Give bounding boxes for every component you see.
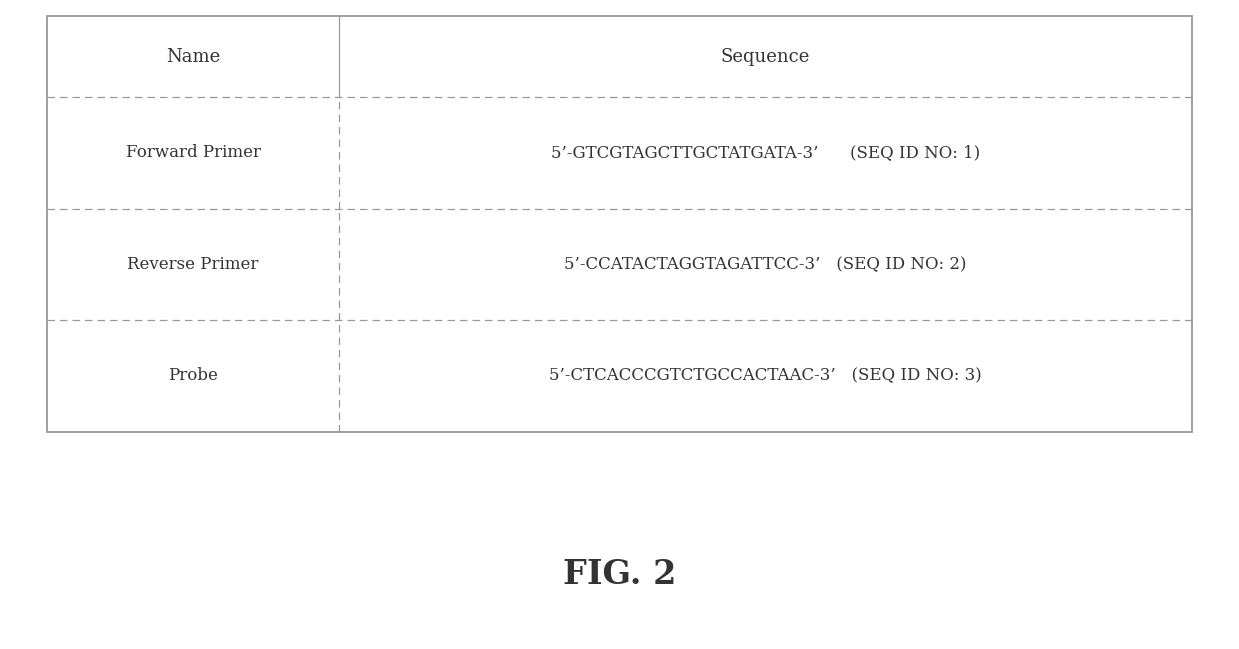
Text: 5’-CTCACCCGTCTGCCACTAAC-3’   (SEQ ID NO: 3): 5’-CTCACCCGTCTGCCACTAAC-3’ (SEQ ID NO: 3… bbox=[549, 367, 981, 384]
Text: 5’-GTCGTAGCTTGCTATGATA-3’      (SEQ ID NO: 1): 5’-GTCGTAGCTTGCTATGATA-3’ (SEQ ID NO: 1) bbox=[551, 145, 980, 162]
Text: Reverse Primer: Reverse Primer bbox=[128, 256, 259, 273]
Text: 5’-CCATACTAGGTAGATTCC-3’   (SEQ ID NO: 2): 5’-CCATACTAGGTAGATTCC-3’ (SEQ ID NO: 2) bbox=[564, 256, 966, 273]
Text: Forward Primer: Forward Primer bbox=[125, 145, 260, 162]
Text: Sequence: Sequence bbox=[721, 48, 810, 66]
Text: Name: Name bbox=[166, 48, 221, 66]
Bar bbox=[47, 16, 1192, 432]
Text: FIG. 2: FIG. 2 bbox=[563, 558, 676, 591]
Text: Probe: Probe bbox=[169, 367, 218, 384]
